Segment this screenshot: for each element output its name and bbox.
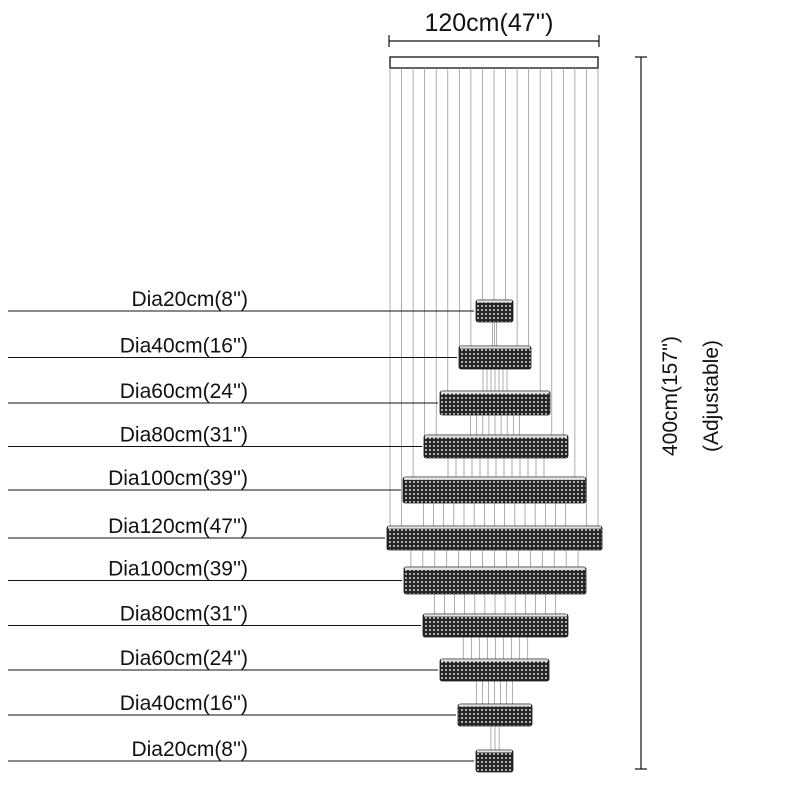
svg-text:Dia80cm(31''): Dia80cm(31'')	[120, 603, 248, 626]
svg-text:Dia80cm(31''): Dia80cm(31'')	[120, 424, 248, 447]
svg-text:400cm(157''): 400cm(157'')	[659, 336, 682, 456]
svg-text:(Adjustable): (Adjustable)	[700, 340, 723, 452]
svg-text:Dia20cm(8''): Dia20cm(8'')	[131, 288, 248, 311]
svg-text:Dia120cm(47''): Dia120cm(47'')	[108, 515, 248, 538]
svg-text:Dia100cm(39''): Dia100cm(39'')	[108, 467, 248, 490]
svg-text:Dia100cm(39''): Dia100cm(39'')	[108, 558, 248, 581]
svg-text:Dia40cm(16''): Dia40cm(16'')	[120, 692, 248, 715]
svg-text:Dia60cm(24''): Dia60cm(24'')	[120, 647, 248, 670]
svg-text:Dia60cm(24''): Dia60cm(24'')	[120, 380, 248, 403]
svg-text:Dia40cm(16''): Dia40cm(16'')	[120, 335, 248, 358]
svg-text:Dia20cm(8''): Dia20cm(8'')	[131, 738, 248, 761]
svg-text:120cm(47''): 120cm(47'')	[424, 9, 553, 37]
